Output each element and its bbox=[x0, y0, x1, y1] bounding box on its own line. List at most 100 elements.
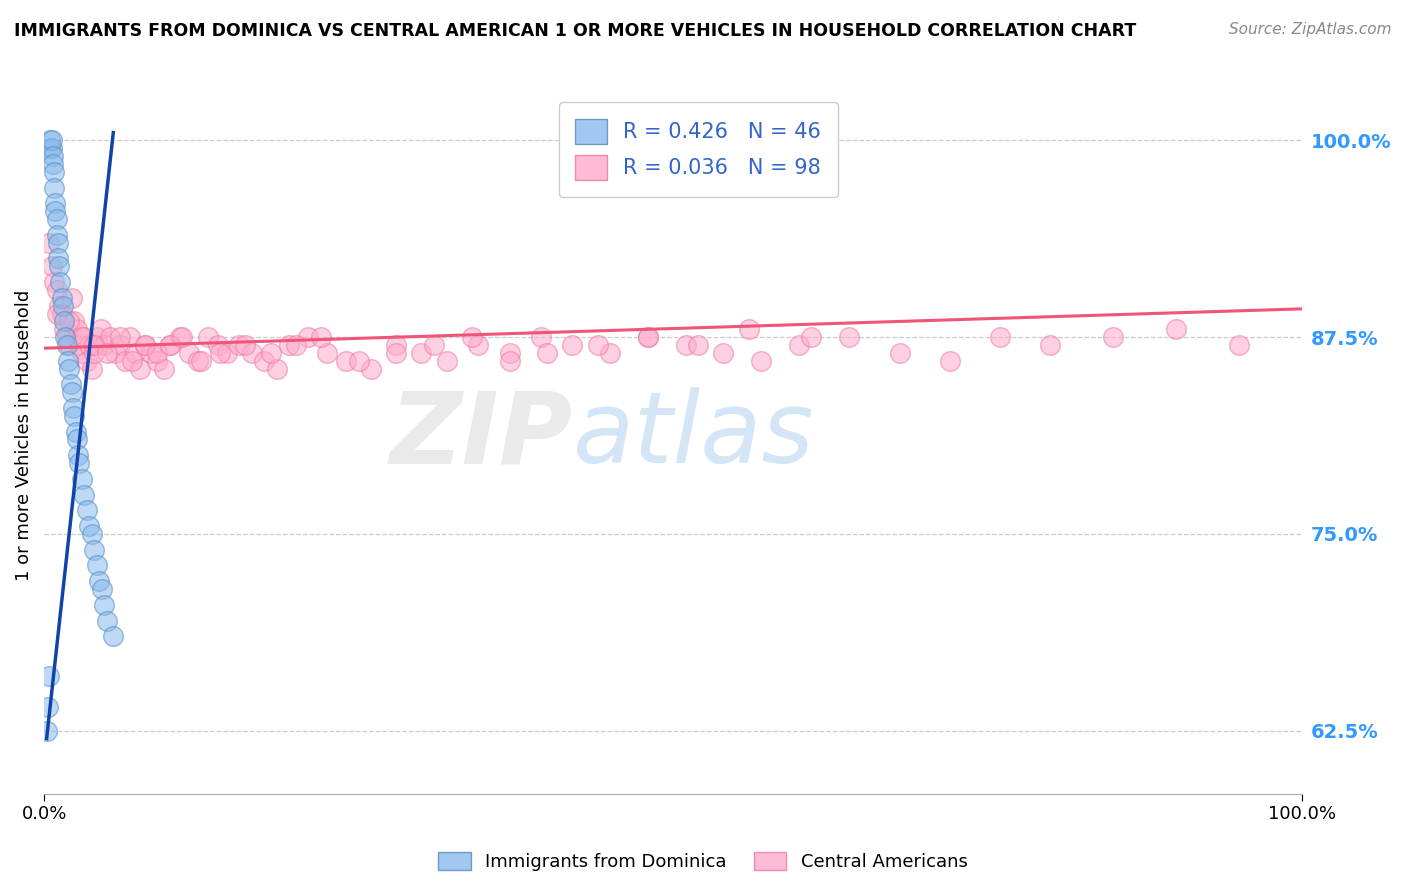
Point bbox=[103, 346, 125, 360]
Point bbox=[46, 252, 69, 266]
Point bbox=[134, 338, 156, 352]
Point bbox=[66, 322, 89, 336]
Point bbox=[41, 141, 63, 155]
Point bbox=[90, 322, 112, 336]
Point bbox=[55, 330, 77, 344]
Point bbox=[73, 330, 96, 344]
Point bbox=[83, 346, 105, 360]
Point bbox=[259, 346, 281, 360]
Point bbox=[108, 338, 131, 352]
Point bbox=[139, 346, 162, 360]
Point bbox=[56, 353, 79, 368]
Point bbox=[55, 330, 77, 344]
Point bbox=[187, 353, 209, 368]
Legend: Immigrants from Dominica, Central Americans: Immigrants from Dominica, Central Americ… bbox=[432, 845, 974, 879]
Point bbox=[76, 353, 98, 368]
Point bbox=[737, 322, 759, 336]
Point bbox=[46, 235, 69, 250]
Point bbox=[96, 346, 118, 360]
Point bbox=[38, 668, 60, 682]
Point bbox=[39, 141, 62, 155]
Point bbox=[37, 700, 59, 714]
Point bbox=[209, 346, 232, 360]
Y-axis label: 1 or more Vehicles in Household: 1 or more Vehicles in Household bbox=[15, 290, 32, 582]
Point bbox=[76, 503, 98, 517]
Point bbox=[96, 614, 118, 628]
Point bbox=[240, 346, 263, 360]
Point bbox=[675, 338, 697, 352]
Point bbox=[278, 338, 301, 352]
Point bbox=[41, 260, 63, 274]
Point bbox=[411, 346, 433, 360]
Point bbox=[1166, 322, 1188, 336]
Point bbox=[988, 330, 1011, 344]
Point bbox=[197, 330, 219, 344]
Point bbox=[121, 353, 143, 368]
Point bbox=[172, 330, 194, 344]
Point bbox=[889, 346, 911, 360]
Point bbox=[44, 180, 66, 194]
Point bbox=[80, 527, 103, 541]
Point bbox=[586, 338, 609, 352]
Point bbox=[73, 487, 96, 501]
Point bbox=[49, 275, 72, 289]
Point bbox=[637, 330, 659, 344]
Point bbox=[152, 361, 174, 376]
Point bbox=[108, 330, 131, 344]
Point bbox=[939, 353, 962, 368]
Point bbox=[63, 409, 86, 423]
Point bbox=[55, 338, 77, 352]
Point bbox=[79, 519, 101, 533]
Point bbox=[51, 291, 73, 305]
Point bbox=[38, 235, 60, 250]
Point bbox=[83, 542, 105, 557]
Point bbox=[44, 204, 66, 219]
Point bbox=[67, 448, 90, 462]
Point bbox=[530, 330, 553, 344]
Point bbox=[62, 401, 84, 415]
Point bbox=[58, 338, 80, 352]
Point bbox=[70, 472, 93, 486]
Point bbox=[39, 133, 62, 147]
Point bbox=[93, 338, 115, 352]
Point bbox=[461, 330, 484, 344]
Point bbox=[35, 723, 58, 738]
Point bbox=[190, 353, 212, 368]
Point bbox=[91, 582, 114, 596]
Point bbox=[98, 330, 121, 344]
Point bbox=[284, 338, 307, 352]
Point bbox=[146, 353, 169, 368]
Point bbox=[70, 346, 93, 360]
Point bbox=[134, 338, 156, 352]
Text: IMMIGRANTS FROM DOMINICA VS CENTRAL AMERICAN 1 OR MORE VEHICLES IN HOUSEHOLD COR: IMMIGRANTS FROM DOMINICA VS CENTRAL AMER… bbox=[14, 22, 1136, 40]
Point bbox=[561, 338, 583, 352]
Point bbox=[45, 227, 67, 242]
Point bbox=[65, 425, 87, 439]
Point bbox=[118, 330, 141, 344]
Point bbox=[536, 346, 558, 360]
Point bbox=[423, 338, 446, 352]
Point bbox=[45, 307, 67, 321]
Point bbox=[169, 330, 191, 344]
Point bbox=[159, 338, 181, 352]
Point bbox=[124, 346, 146, 360]
Point bbox=[316, 346, 339, 360]
Point bbox=[86, 330, 108, 344]
Point bbox=[688, 338, 710, 352]
Point bbox=[89, 574, 111, 589]
Point bbox=[45, 212, 67, 227]
Point bbox=[67, 456, 90, 470]
Point bbox=[51, 307, 73, 321]
Text: Source: ZipAtlas.com: Source: ZipAtlas.com bbox=[1229, 22, 1392, 37]
Point bbox=[599, 346, 621, 360]
Point bbox=[177, 346, 200, 360]
Text: atlas: atlas bbox=[572, 387, 814, 484]
Point bbox=[83, 338, 105, 352]
Point bbox=[1102, 330, 1125, 344]
Point bbox=[48, 260, 70, 274]
Point bbox=[59, 377, 82, 392]
Point bbox=[70, 330, 93, 344]
Point bbox=[498, 346, 520, 360]
Point bbox=[713, 346, 735, 360]
Point bbox=[309, 330, 332, 344]
